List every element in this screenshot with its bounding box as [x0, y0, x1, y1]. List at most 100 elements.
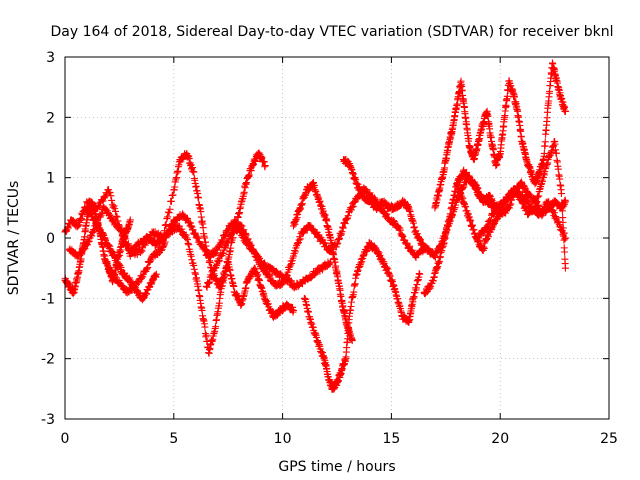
data-point — [88, 232, 96, 240]
data-point — [190, 168, 198, 176]
data-point — [535, 211, 543, 219]
data-point — [209, 271, 217, 279]
data-point — [538, 206, 546, 214]
data-point — [253, 254, 261, 262]
data-point — [161, 221, 169, 229]
data-point — [322, 242, 330, 250]
data-point — [137, 274, 145, 282]
data-point — [552, 213, 560, 221]
data-point — [524, 198, 532, 206]
data-point — [217, 240, 225, 248]
data-point — [337, 231, 345, 239]
series-arc-13 — [474, 185, 569, 243]
data-point — [121, 238, 129, 246]
y-axis-label: SDTVAR / TECUs — [6, 181, 22, 296]
data-point — [406, 242, 414, 250]
data-point — [96, 213, 104, 221]
data-point — [398, 232, 406, 240]
data-point — [203, 283, 211, 291]
data-point — [348, 203, 356, 211]
data-point — [206, 278, 214, 286]
y-tick-label: 3 — [46, 50, 55, 66]
data-point — [550, 209, 558, 217]
data-point — [167, 197, 175, 205]
data-point — [163, 215, 171, 223]
data-point — [85, 237, 93, 245]
data-point — [398, 231, 406, 239]
y-tick-label: 2 — [46, 110, 55, 126]
data-point — [118, 227, 126, 235]
data-point — [115, 221, 123, 229]
data-point — [90, 227, 98, 235]
data-point — [252, 249, 260, 257]
data-point — [116, 225, 124, 233]
x-tick-label: 5 — [169, 431, 178, 447]
data-point — [335, 234, 343, 242]
data-point — [161, 238, 169, 246]
data-point — [247, 241, 255, 249]
data-point — [143, 265, 151, 273]
data-point — [362, 186, 370, 194]
data-point — [483, 224, 491, 232]
data-point — [540, 149, 548, 157]
data-point — [208, 273, 216, 281]
data-point — [240, 226, 248, 234]
data-point — [399, 233, 407, 241]
data-point — [514, 188, 522, 196]
data-point — [112, 212, 120, 220]
data-point — [343, 215, 351, 223]
data-point — [90, 226, 98, 234]
data-point — [282, 272, 290, 280]
data-point — [334, 239, 342, 247]
data-point — [182, 231, 190, 239]
data-point — [165, 209, 173, 217]
data-point — [383, 210, 391, 218]
data-point — [350, 288, 358, 296]
data-point — [224, 239, 232, 247]
data-point — [162, 221, 170, 229]
data-point — [188, 256, 196, 264]
y-tick-label: -2 — [41, 352, 55, 368]
data-point — [557, 190, 565, 198]
data-point — [123, 242, 131, 250]
data-point — [187, 222, 195, 230]
series-arc-10 — [420, 166, 569, 298]
data-point — [119, 230, 127, 238]
x-axis-label: GPS time / hours — [278, 459, 395, 475]
data-point — [199, 224, 207, 232]
data-point — [557, 224, 565, 232]
data-point — [348, 337, 356, 345]
data-point — [169, 191, 177, 199]
data-point — [113, 213, 121, 221]
data-point — [109, 203, 117, 211]
data-point — [108, 196, 116, 204]
data-point — [119, 234, 127, 242]
data-point — [296, 235, 304, 243]
data-point — [318, 266, 326, 274]
data-point — [339, 223, 347, 231]
data-point — [320, 239, 328, 247]
data-point — [333, 240, 341, 248]
y-tick-label: 0 — [46, 231, 55, 247]
data-point — [191, 269, 199, 277]
series-arc-8 — [300, 239, 424, 393]
data-point — [160, 241, 168, 249]
data-point — [221, 243, 229, 251]
data-point — [561, 107, 569, 115]
data-point — [160, 227, 168, 235]
data-point — [240, 188, 248, 196]
data-point — [131, 284, 139, 292]
data-point — [187, 252, 195, 260]
data-point — [152, 270, 160, 278]
data-point — [556, 223, 564, 231]
data-point — [280, 277, 288, 285]
data-point — [288, 260, 296, 268]
data-point — [120, 234, 128, 242]
data-point — [212, 262, 220, 270]
data-point — [144, 263, 152, 271]
data-point — [93, 205, 101, 213]
data-point — [162, 232, 170, 240]
data-point — [84, 238, 92, 246]
data-point — [289, 306, 297, 314]
